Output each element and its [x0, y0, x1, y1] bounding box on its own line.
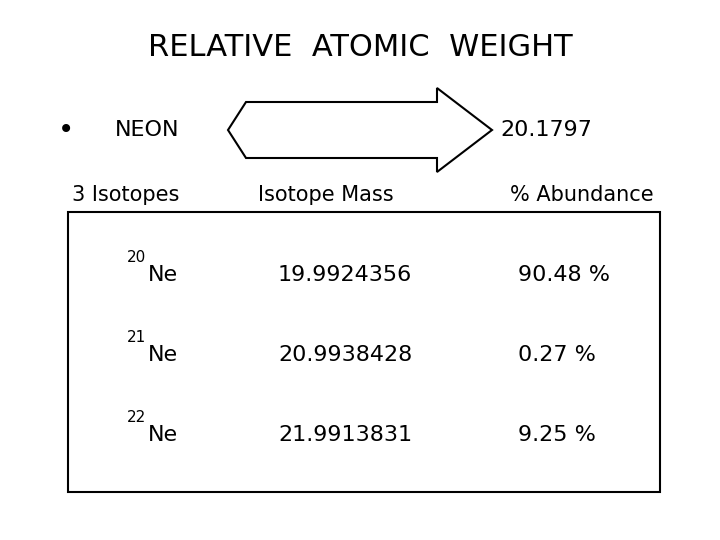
Text: Isotope Mass: Isotope Mass — [258, 185, 394, 205]
Text: •: • — [58, 116, 74, 144]
Text: 21: 21 — [127, 330, 146, 345]
Text: 22: 22 — [127, 410, 146, 425]
Text: Ne: Ne — [148, 265, 178, 285]
Text: RELATIVE  ATOMIC  WEIGHT: RELATIVE ATOMIC WEIGHT — [148, 33, 572, 63]
Text: 19.9924356: 19.9924356 — [278, 265, 413, 285]
Text: 20.1797: 20.1797 — [500, 120, 592, 140]
Text: Ne: Ne — [148, 425, 178, 445]
Text: 21.9913831: 21.9913831 — [278, 425, 412, 445]
Text: 20: 20 — [127, 250, 146, 265]
Text: 20.9938428: 20.9938428 — [278, 345, 413, 365]
Text: 9.25 %: 9.25 % — [518, 425, 596, 445]
Text: 0.27 %: 0.27 % — [518, 345, 596, 365]
Bar — [68, 212, 660, 492]
Polygon shape — [228, 88, 492, 172]
Text: NEON: NEON — [115, 120, 179, 140]
Text: 90.48 %: 90.48 % — [518, 265, 610, 285]
Text: 3 Isotopes: 3 Isotopes — [72, 185, 179, 205]
Text: Ne: Ne — [148, 345, 178, 365]
Text: % Abundance: % Abundance — [510, 185, 654, 205]
